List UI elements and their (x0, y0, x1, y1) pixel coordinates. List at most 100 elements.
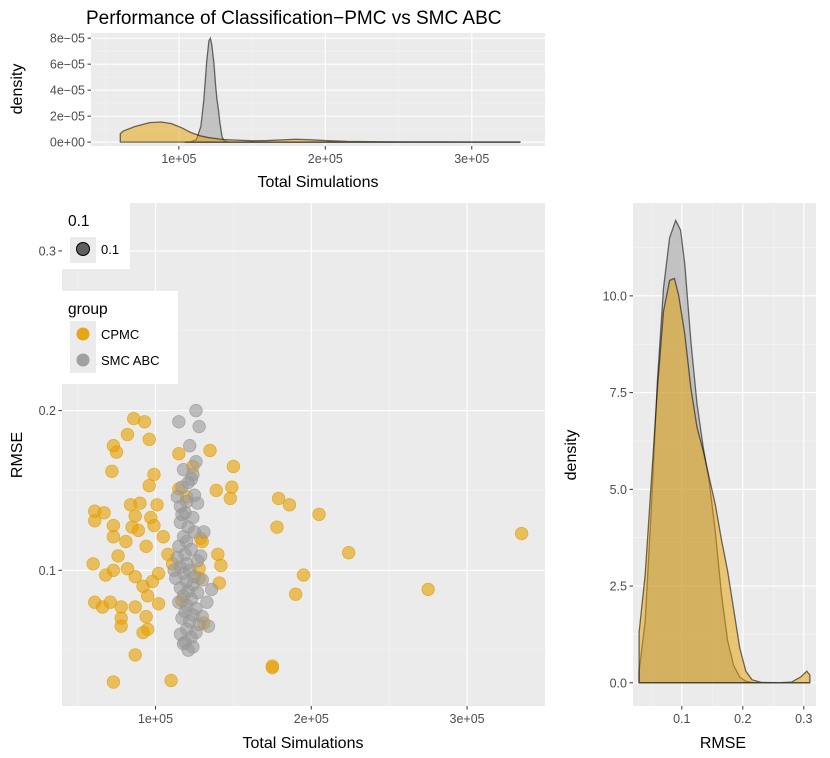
point-smc-abc (189, 403, 203, 418)
point-smc-abc (190, 496, 205, 510)
right-density-panel: 0.0 2.5 5.0 7.5 10.0 0.1 0.2 0.3 RMSE density (563, 203, 816, 752)
size-legend-title: 0.1 (68, 213, 90, 230)
point-cpmc (142, 432, 156, 447)
right-y-tick-labels: 0.0 2.5 5.0 7.5 10.0 (603, 289, 633, 690)
point-smc-abc (192, 419, 206, 434)
point-smc-abc (189, 625, 203, 640)
right-density-cpmc (638, 277, 811, 684)
size-legend: 0.1 0.1 (62, 203, 130, 269)
point-cpmc (270, 520, 284, 534)
point-smc-abc (167, 563, 181, 577)
point-cpmc (296, 568, 311, 582)
main-y-tick-label: 0.1 (39, 564, 56, 578)
point-cpmc (144, 510, 158, 525)
top-x-tick-labels: 1e+05 2e+05 3e+05 (161, 146, 489, 166)
point-cpmc (106, 530, 121, 544)
point-smc-abc (172, 415, 186, 429)
point-cpmc (128, 509, 142, 523)
point-cpmc (106, 675, 121, 689)
point-cpmc (289, 587, 303, 601)
point-smc-abc (189, 454, 203, 469)
right-x-tick-labels: 0.1 0.2 0.3 (673, 706, 813, 726)
main-x-tick-labels: 1e+05 2e+05 3e+05 (138, 706, 485, 726)
point-cpmc (156, 530, 170, 544)
top-y-tick-label: 8e−05 (50, 32, 85, 46)
main-x-axis-title: Total Simulations (243, 735, 364, 752)
point-cpmc (514, 526, 529, 541)
right-y-tick-label: 2.5 (610, 580, 627, 594)
point-smc-abc (170, 490, 185, 504)
point-smc-abc (183, 439, 197, 453)
group-legend-key (76, 353, 90, 367)
group-legend-entries: CPMC SMC ABC (70, 321, 160, 373)
point-smc-abc (184, 472, 199, 486)
point-smc-abc (195, 609, 209, 624)
top-y-tick-label: 6e−05 (50, 58, 85, 72)
point-cpmc (106, 563, 121, 577)
right-y-axis-title: density (563, 430, 580, 481)
right-x-tick-label: 0.1 (673, 712, 690, 726)
point-cpmc (421, 582, 435, 597)
point-cpmc (147, 467, 161, 482)
point-smc-abc (197, 525, 211, 539)
main-y-tick-label: 0.3 (39, 244, 56, 258)
point-cpmc (209, 483, 223, 498)
point-smc-abc (195, 573, 209, 587)
point-cpmc (164, 673, 178, 688)
point-cpmc (119, 534, 133, 549)
right-y-tick-label: 10.0 (603, 289, 627, 303)
top-y-tick-label: 2e−05 (50, 110, 85, 124)
main-scatter-panel: 0.1 0.2 0.3 1e+05 2e+05 3e+05 Total Simulati… (9, 203, 545, 752)
point-cpmc (211, 547, 225, 562)
point-cpmc (223, 491, 237, 506)
point-cpmc (97, 506, 111, 520)
point-cpmc (282, 498, 297, 512)
right-x-tick-label: 0.3 (795, 712, 812, 726)
point-cpmc (139, 609, 153, 624)
chart-title: Performance of Classification−PMC vs SMC… (86, 8, 502, 29)
main-x-tick-label: 3e+05 (450, 712, 485, 726)
group-legend-label: CPMC (101, 327, 139, 342)
main-y-tick-label: 0.2 (39, 404, 56, 418)
point-smc-abc (176, 637, 191, 651)
point-cpmc (271, 491, 286, 506)
right-x-tick-label: 0.2 (734, 712, 751, 726)
point-cpmc (203, 443, 217, 458)
point-smc-abc (201, 619, 216, 633)
main-y-axis-title: RMSE (9, 432, 26, 478)
point-cpmc (128, 600, 142, 614)
top-density-curves (119, 36, 521, 143)
point-cpmc (114, 611, 128, 625)
point-cpmc (214, 558, 228, 573)
size-legend-label: 0.1 (101, 242, 119, 257)
point-cpmc (120, 427, 135, 442)
point-cpmc (103, 595, 118, 609)
main-x-tick-label: 2e+05 (294, 712, 329, 726)
right-y-tick-label: 7.5 (610, 386, 627, 400)
group-legend: group CPMC SMC ABC (62, 291, 178, 384)
right-y-tick-label: 5.0 (610, 483, 627, 497)
top-x-tick-label: 2e+05 (308, 152, 343, 166)
point-smc-abc (204, 582, 219, 597)
point-cpmc (88, 595, 102, 609)
right-density-curves (638, 218, 811, 684)
main-panel-grid (62, 203, 545, 706)
point-cpmc (109, 445, 124, 459)
point-cpmc (128, 648, 142, 662)
scatter-points (86, 403, 529, 689)
point-cpmc (142, 478, 156, 493)
point-cpmc (125, 520, 139, 534)
top-y-tick-label: 0e+00 (50, 136, 85, 150)
top-y-tick-label: 4e−05 (50, 84, 85, 98)
point-smc-abc (193, 549, 208, 563)
point-cpmc (150, 498, 164, 512)
main-y-tick-labels: 0.1 0.2 0.3 (39, 244, 62, 578)
point-smc-abc (200, 595, 214, 609)
point-cpmc (106, 518, 121, 533)
main-x-tick-label: 1e+05 (138, 712, 173, 726)
point-cpmc (86, 557, 100, 571)
top-x-tick-label: 1e+05 (161, 152, 196, 166)
point-cpmc (140, 622, 155, 637)
right-x-axis-title: RMSE (700, 735, 746, 752)
